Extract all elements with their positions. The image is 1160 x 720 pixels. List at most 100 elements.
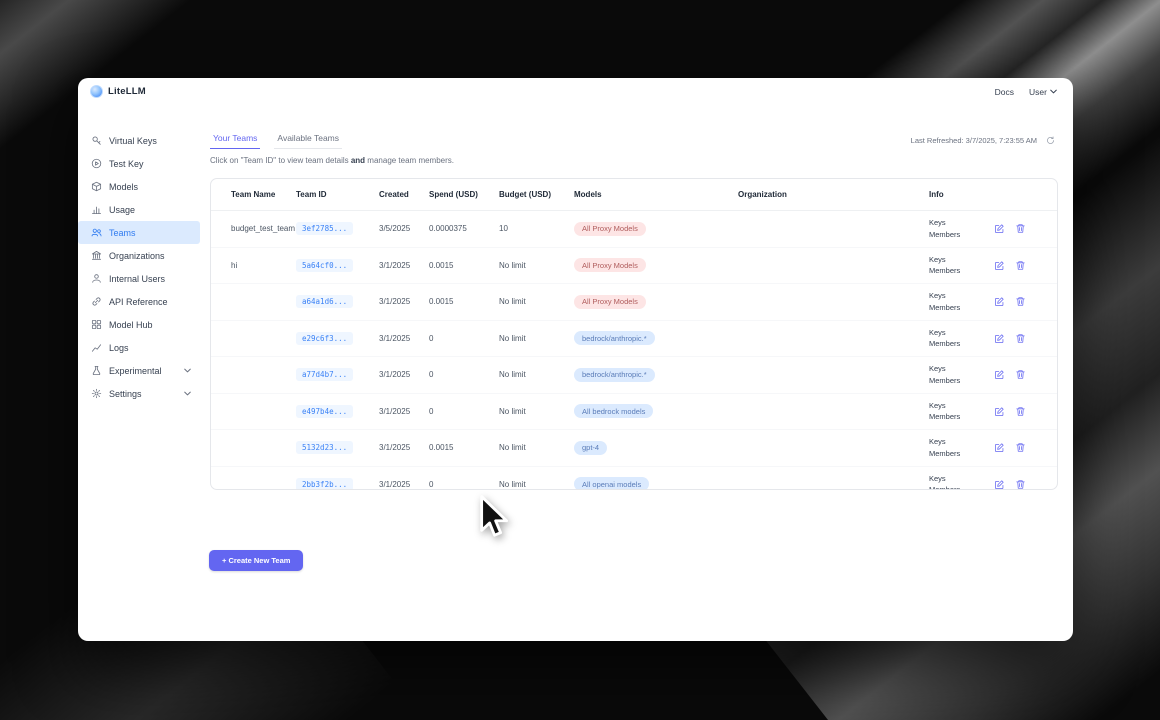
cell-spend: 0 xyxy=(429,370,434,380)
cell-info: Keys Members xyxy=(929,436,986,459)
user-menu[interactable]: User xyxy=(1029,87,1057,97)
cell-info: Keys Members xyxy=(929,254,986,277)
sidebar-item-label: Usage xyxy=(109,204,136,215)
edit-icon xyxy=(994,296,1005,307)
delete-team-button[interactable] xyxy=(1015,333,1026,344)
team-id-link[interactable]: 3ef2785... xyxy=(296,222,354,236)
cell-team-id: a64a1d6... xyxy=(296,295,379,309)
edit-team-button[interactable] xyxy=(994,296,1005,307)
sidebar-item-label: Teams xyxy=(109,227,136,238)
cell-spend: 0 xyxy=(429,479,434,489)
sidebar-item-teams[interactable]: Teams xyxy=(78,221,200,244)
sidebar-item-logs[interactable]: Logs xyxy=(78,336,200,359)
sidebar-item-experimental[interactable]: Experimental xyxy=(78,359,200,382)
edit-team-button[interactable] xyxy=(994,406,1005,417)
edit-team-button[interactable] xyxy=(994,479,1005,489)
teams-icon xyxy=(91,227,102,238)
info-members-label: Members xyxy=(929,266,961,276)
sidebar-item-models[interactable]: Models xyxy=(78,175,200,198)
team-id-link[interactable]: a64a1d6... xyxy=(296,295,354,309)
sidebar-item-api-reference[interactable]: API Reference xyxy=(78,290,200,313)
info-members-label: Members xyxy=(929,375,961,385)
bank-icon xyxy=(91,250,102,261)
sidebar-item-settings[interactable]: Settings xyxy=(78,382,200,405)
delete-team-button[interactable] xyxy=(1015,442,1026,453)
key-icon xyxy=(91,135,102,146)
cell-created: 3/1/2025 xyxy=(379,297,411,307)
sidebar-item-usage[interactable]: Usage xyxy=(78,198,200,221)
delete-team-button[interactable] xyxy=(1015,369,1026,380)
cell-created: 3/1/2025 xyxy=(379,370,411,380)
table-row: 5132d23... 3/1/2025 0.0015 No limit gpt-4 Key… xyxy=(211,430,1057,467)
cell-models: All Proxy Models xyxy=(574,258,738,273)
delete-team-button[interactable] xyxy=(1015,260,1026,271)
column-header-spend-usd: Spend (USD) xyxy=(429,190,478,199)
sidebar-item-test-key[interactable]: Test Key xyxy=(78,152,200,175)
trash-icon xyxy=(1015,479,1026,489)
delete-team-button[interactable] xyxy=(1015,223,1026,234)
gear-icon xyxy=(91,388,102,399)
edit-team-button[interactable] xyxy=(994,442,1005,453)
delete-team-button[interactable] xyxy=(1015,406,1026,417)
cell-created: 3/1/2025 xyxy=(379,333,411,343)
cell-actions xyxy=(986,260,1057,271)
edit-team-button[interactable] xyxy=(994,333,1005,344)
info-keys-label: Keys xyxy=(929,364,946,374)
sidebar-item-organizations[interactable]: Organizations xyxy=(78,244,200,267)
team-id-link[interactable]: e497b4e... xyxy=(296,404,354,418)
cell-budget: No limit xyxy=(499,297,526,307)
edit-team-button[interactable] xyxy=(994,260,1005,271)
edit-team-button[interactable] xyxy=(994,369,1005,380)
user-menu-label: User xyxy=(1029,86,1047,97)
sidebar-item-label: Experimental xyxy=(109,365,162,376)
cell-info: Keys Members xyxy=(929,290,986,313)
tabs: Your Teams Available Teams xyxy=(210,131,343,149)
play-circle-icon xyxy=(91,158,102,169)
model-badge: All Proxy Models xyxy=(574,294,646,309)
cell-info: Keys Members xyxy=(929,217,986,240)
cell-budget: No limit xyxy=(499,370,526,380)
docs-link[interactable]: Docs xyxy=(994,86,1015,97)
delete-team-button[interactable] xyxy=(1015,296,1026,307)
sidebar-item-model-hub[interactable]: Model Hub xyxy=(78,313,200,336)
sidebar-item-virtual-keys[interactable]: Virtual Keys xyxy=(78,129,200,152)
window-body: Virtual Keys Test Key Models Usage Teams Orga… xyxy=(78,105,1073,641)
cell-team-id: 5132d23... xyxy=(296,441,379,455)
chevron-down-icon xyxy=(184,368,191,373)
cell-budget: No limit xyxy=(499,479,526,489)
tab-available-teams[interactable]: Available Teams xyxy=(274,131,343,149)
edit-team-button[interactable] xyxy=(994,223,1005,234)
edit-icon xyxy=(994,223,1005,234)
teams-table-card: Team Name Team ID Created Spend (USD) Budget… xyxy=(210,178,1058,490)
last-refreshed-text: Last Refreshed: 3/7/2025, 7:23:55 AM xyxy=(910,135,1037,145)
edit-icon xyxy=(994,369,1005,380)
cell-models: gpt-4 xyxy=(574,440,738,455)
tab-your-teams[interactable]: Your Teams xyxy=(210,131,261,149)
cell-actions xyxy=(986,333,1057,344)
team-id-link[interactable]: 5a64cf0... xyxy=(296,258,354,272)
info-members-label: Members xyxy=(929,485,961,490)
info-keys-label: Keys xyxy=(929,254,946,264)
line-chart-icon xyxy=(91,342,102,353)
model-badge: All Proxy Models xyxy=(574,221,646,236)
cell-spend: 0 xyxy=(429,333,434,343)
cell-models: bedrock/anthropic.* xyxy=(574,367,738,382)
table-row: hi 5a64cf0... 3/1/2025 0.0015 No limit All Pr… xyxy=(211,248,1057,284)
team-id-link[interactable]: 5132d23... xyxy=(296,441,354,455)
cell-actions xyxy=(986,223,1057,234)
column-header-info: Info xyxy=(929,190,944,199)
cell-info: Keys Members xyxy=(929,400,986,423)
cell-info: Keys Members xyxy=(929,473,986,490)
team-id-link[interactable]: e29c6f3... xyxy=(296,331,354,345)
team-id-link[interactable]: 2bb3f2b... xyxy=(296,477,354,489)
create-new-team-button[interactable]: + Create New Team xyxy=(209,550,304,571)
refresh-button[interactable] xyxy=(1043,133,1058,148)
sidebar-item-internal-users[interactable]: Internal Users xyxy=(78,267,200,290)
team-id-link[interactable]: a77d4b7... xyxy=(296,368,354,382)
cell-actions xyxy=(986,369,1057,380)
brand: LiteLLM xyxy=(90,85,146,98)
delete-team-button[interactable] xyxy=(1015,479,1026,489)
model-badge: All openai models xyxy=(574,477,650,489)
chevron-down-icon xyxy=(1050,89,1057,94)
table-row: budget_test_team 3ef2785... 3/5/2025 0.0000… xyxy=(211,211,1057,248)
